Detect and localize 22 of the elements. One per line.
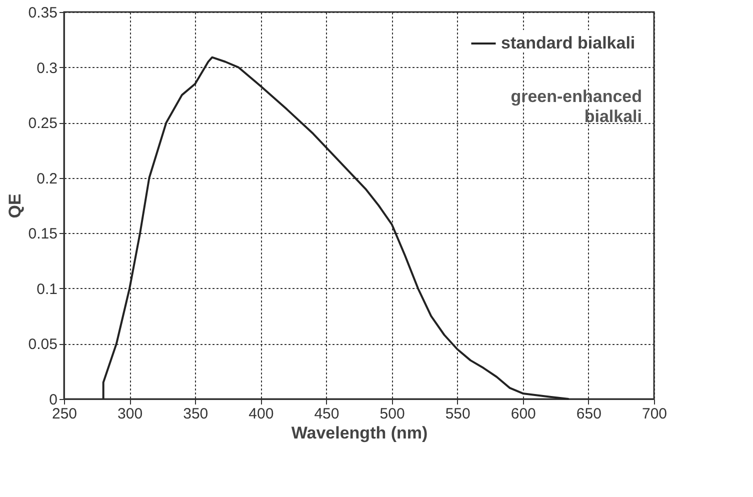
annotation: green-enhanced bialkali: [510, 87, 642, 126]
x-tick-label: 650: [576, 406, 602, 422]
x-tick-label: 250: [52, 406, 78, 422]
y-tick-label: 0: [49, 392, 58, 408]
x-tick-label: 300: [118, 406, 143, 422]
y-tick-label: 0.05: [28, 336, 58, 354]
y-axis-title: QE: [5, 194, 24, 218]
x-tick-label: 400: [248, 406, 274, 422]
y-tick-label: 0.25: [28, 115, 58, 132]
y-tick-label: 0.2: [36, 170, 58, 188]
x-tick-label: 700: [642, 406, 668, 422]
x-tick-label: 450: [314, 406, 340, 422]
y-tick-label: 0.15: [28, 226, 58, 243]
y-tick-label: 0.35: [28, 4, 58, 22]
x-tick-label: 600: [510, 406, 536, 422]
y-tick-label: 0.3: [36, 60, 58, 77]
x-axis-title: Wavelength (nm): [291, 424, 428, 442]
x-tick-label: 350: [183, 406, 208, 422]
y-tick-label: 0.1: [36, 280, 58, 298]
x-tick-label: 500: [380, 406, 405, 422]
legend-label: standard bialkali: [501, 34, 636, 52]
x-tick-label: 550: [445, 406, 470, 422]
